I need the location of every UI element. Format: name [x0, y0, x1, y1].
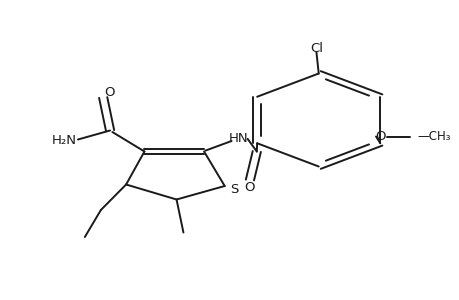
Text: O: O [104, 85, 114, 99]
Text: S: S [230, 183, 239, 196]
Text: O: O [375, 130, 385, 143]
Text: Cl: Cl [309, 41, 322, 55]
Text: H₂N: H₂N [51, 134, 77, 148]
Text: O: O [244, 181, 255, 194]
Text: HN: HN [228, 131, 248, 145]
Text: —CH₃: —CH₃ [416, 130, 450, 143]
